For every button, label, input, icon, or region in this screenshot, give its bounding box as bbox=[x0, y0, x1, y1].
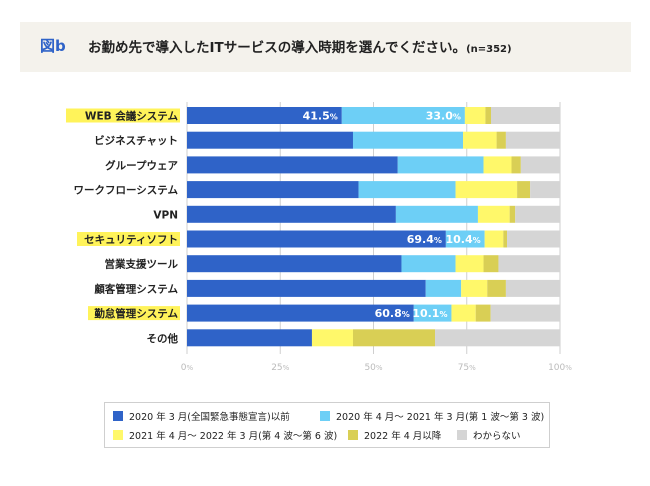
legend-item-5: わからない bbox=[457, 428, 521, 442]
bar-segment bbox=[505, 131, 560, 149]
legend-swatch-2 bbox=[320, 411, 330, 421]
legend-swatch-4 bbox=[348, 430, 358, 440]
bar-segment bbox=[358, 181, 456, 199]
data-label: 10.1% bbox=[412, 307, 447, 320]
bar-segment bbox=[509, 205, 516, 223]
legend-item-3: 2021 年 4 月～ 2022 年 3 月(第 4 波～第 6 波) bbox=[113, 428, 337, 442]
bar-segment bbox=[187, 107, 342, 124]
category-label: 勤怠管理システム bbox=[94, 307, 178, 320]
category-label: 顧客管理システム bbox=[94, 282, 178, 295]
category-label-highlight bbox=[66, 108, 180, 123]
chart-title: お勤め先で導入したITサービスの導入時期を選んでください。(n=352) bbox=[88, 36, 512, 56]
x-tick-label: 100% bbox=[548, 363, 572, 373]
sample-size: (n=352) bbox=[466, 44, 512, 55]
data-label: 60.8% bbox=[375, 307, 410, 320]
bar-segment bbox=[477, 205, 510, 223]
bar-segment bbox=[187, 205, 396, 223]
bar-segment bbox=[187, 230, 446, 248]
bar-segment bbox=[401, 255, 456, 273]
legend-item-4: 2022 年 4 月以降 bbox=[348, 428, 441, 442]
bar-segment bbox=[445, 230, 485, 248]
bar-segment bbox=[503, 230, 508, 248]
category-label: WEB 会議システム bbox=[85, 110, 179, 123]
bar-segment bbox=[490, 107, 560, 124]
bar-segment bbox=[187, 279, 426, 297]
bar-segment bbox=[352, 131, 464, 149]
legend-swatch-1 bbox=[113, 411, 123, 421]
bar-segment bbox=[187, 156, 398, 174]
legend-swatch-5 bbox=[457, 430, 467, 440]
bar-segment bbox=[464, 107, 486, 124]
bar-segment bbox=[413, 304, 452, 322]
bar-segment bbox=[187, 131, 353, 149]
bar-segment bbox=[483, 156, 512, 174]
legend-item-2: 2020 年 4 月～ 2021 年 3 月(第 1 波～第 3 波) bbox=[320, 409, 544, 423]
data-label: 33.0% bbox=[426, 110, 461, 123]
category-label: セキュリティソフト bbox=[84, 234, 178, 246]
bar-segment bbox=[341, 107, 465, 124]
bar-segment bbox=[397, 156, 484, 174]
legend-label-4: 2022 年 4 月以降 bbox=[364, 431, 442, 442]
category-label-highlight bbox=[88, 306, 180, 321]
bar-segment bbox=[530, 181, 560, 199]
bar-segment bbox=[461, 279, 488, 297]
bar-segment bbox=[395, 205, 478, 223]
bar-segment bbox=[515, 205, 560, 223]
data-label: 41.5% bbox=[303, 110, 338, 123]
category-label: VPN bbox=[153, 209, 178, 221]
x-tick-label: 25% bbox=[271, 363, 289, 373]
bar-segment bbox=[496, 131, 506, 149]
x-tick-label: 50% bbox=[364, 363, 382, 373]
bar-segment bbox=[463, 131, 497, 149]
legend-label-1: 2020 年 3 月(全国緊急事態宣言)以前 bbox=[129, 412, 290, 423]
legend-label-2: 2020 年 4 月～ 2021 年 3 月(第 1 波～第 3 波) bbox=[336, 412, 545, 423]
category-label: グループウェア bbox=[105, 159, 178, 172]
data-label: 10.4% bbox=[445, 233, 480, 246]
bar-segment bbox=[455, 181, 518, 199]
bar-segment bbox=[511, 156, 521, 174]
category-label: その他 bbox=[147, 332, 179, 345]
bar-segment bbox=[490, 304, 560, 322]
bar-segment bbox=[484, 230, 504, 248]
legend-item-1: 2020 年 3 月(全国緊急事態宣言)以前 bbox=[113, 409, 290, 423]
x-tick-label: 0% bbox=[181, 363, 194, 373]
bar-segment bbox=[485, 107, 491, 124]
category-label: ワークフローシステム bbox=[74, 185, 179, 197]
bar-segment bbox=[507, 230, 560, 248]
bar-segment bbox=[487, 279, 506, 297]
bar-segment bbox=[425, 279, 462, 297]
bar-segment bbox=[505, 279, 560, 297]
legend-label-5: わからない bbox=[473, 431, 521, 442]
data-label: 69.4% bbox=[407, 233, 442, 246]
category-label-highlight bbox=[77, 232, 180, 246]
bar-segment bbox=[520, 156, 560, 174]
legend-swatch-3 bbox=[113, 430, 123, 440]
bar-segment bbox=[187, 255, 402, 273]
bar-segment bbox=[455, 255, 484, 273]
chart-header: 図b お勤め先で導入したITサービスの導入時期を選んでください。(n=352) bbox=[20, 22, 631, 72]
chart-legend: 2020 年 3 月(全国緊急事態宣言)以前 2020 年 4 月～ 2021 … bbox=[104, 402, 550, 448]
bar-segment bbox=[187, 304, 414, 322]
bar-segment bbox=[475, 304, 491, 322]
chart-title-text: お勤め先で導入したITサービスの導入時期を選んでください。 bbox=[88, 40, 467, 56]
category-label: 営業支援ツール bbox=[105, 258, 179, 271]
legend-label-3: 2021 年 4 月～ 2022 年 3 月(第 4 波～第 6 波) bbox=[129, 431, 338, 442]
bar-segment bbox=[187, 181, 359, 199]
bar-segment bbox=[451, 304, 476, 322]
bar-segment bbox=[311, 329, 353, 347]
x-tick-label: 75% bbox=[458, 363, 476, 373]
bar-segment bbox=[483, 255, 499, 273]
bar-segment bbox=[498, 255, 560, 273]
category-label: ビジネスチャット bbox=[94, 134, 178, 147]
bar-segment bbox=[187, 329, 312, 347]
bar-segment bbox=[517, 181, 531, 199]
bar-segment bbox=[435, 329, 560, 347]
bar-segment bbox=[352, 329, 436, 347]
figure-label: 図b bbox=[40, 37, 66, 55]
